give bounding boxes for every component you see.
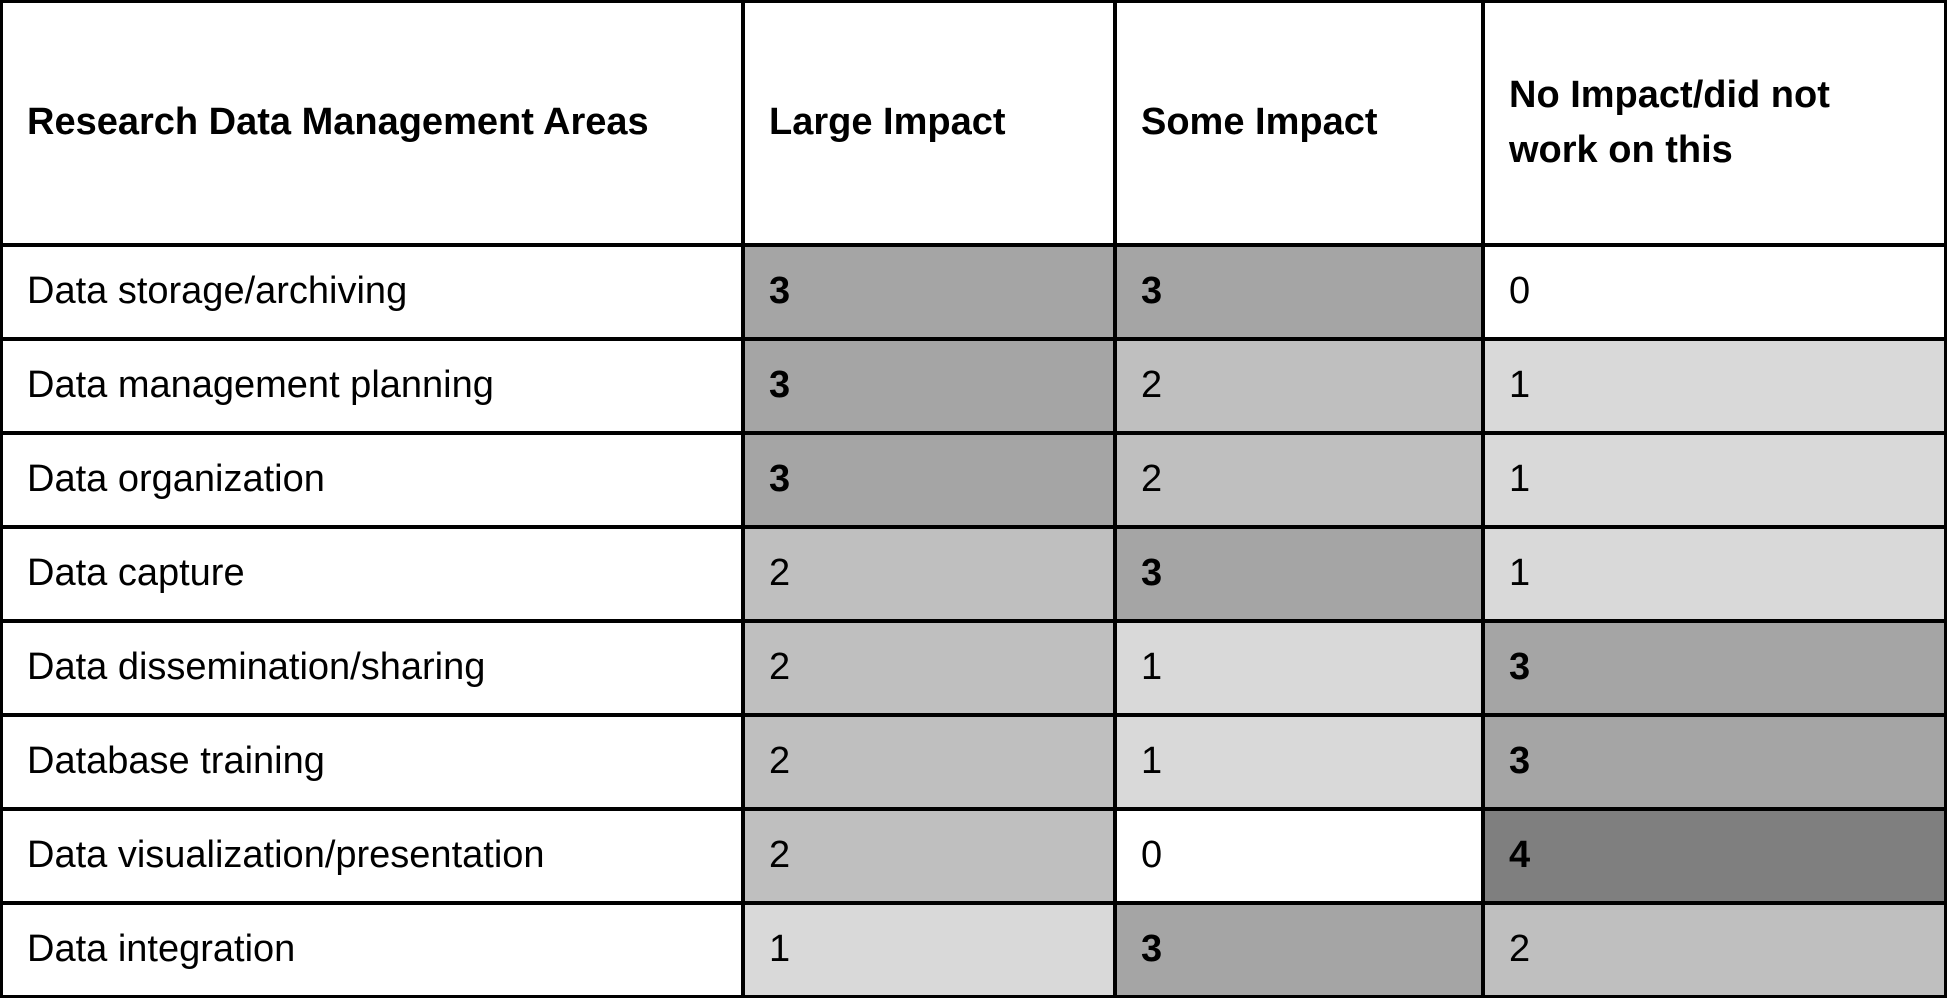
count-cell: 3 <box>745 435 1113 525</box>
row-label: Data organization <box>3 435 741 525</box>
count-cell: 2 <box>745 623 1113 713</box>
row-label: Data capture <box>3 529 741 619</box>
count-cell: 3 <box>1117 529 1481 619</box>
count-cell: 0 <box>1485 247 1944 337</box>
count-cell: 3 <box>1117 247 1481 337</box>
count-cell: 1 <box>745 905 1113 995</box>
count-cell: 2 <box>1485 905 1944 995</box>
count-cell: 2 <box>1117 435 1481 525</box>
count-cell: 3 <box>745 341 1113 431</box>
count-cell: 3 <box>1117 905 1481 995</box>
count-cell: 1 <box>1117 717 1481 807</box>
count-cell: 2 <box>745 717 1113 807</box>
header-cell: No Impact/did not work on this <box>1485 3 1944 243</box>
row-label: Data storage/archiving <box>3 247 741 337</box>
row-label: Data integration <box>3 905 741 995</box>
count-cell: 1 <box>1485 529 1944 619</box>
count-cell: 1 <box>1485 435 1944 525</box>
count-cell: 4 <box>1485 811 1944 901</box>
row-label: Data visualization/presentation <box>3 811 741 901</box>
count-cell: 3 <box>1485 717 1944 807</box>
header-cell: Some Impact <box>1117 3 1481 243</box>
count-cell: 2 <box>745 811 1113 901</box>
count-cell: 3 <box>745 247 1113 337</box>
count-cell: 1 <box>1485 341 1944 431</box>
count-cell: 2 <box>745 529 1113 619</box>
count-cell: 2 <box>1117 341 1481 431</box>
count-cell: 0 <box>1117 811 1481 901</box>
row-label: Data dissemination/sharing <box>3 623 741 713</box>
row-label: Database training <box>3 717 741 807</box>
header-cell: Large Impact <box>745 3 1113 243</box>
header-cell: Research Data Management Areas <box>3 3 741 243</box>
row-label: Data management planning <box>3 341 741 431</box>
count-cell: 3 <box>1485 623 1944 713</box>
count-cell: 1 <box>1117 623 1481 713</box>
